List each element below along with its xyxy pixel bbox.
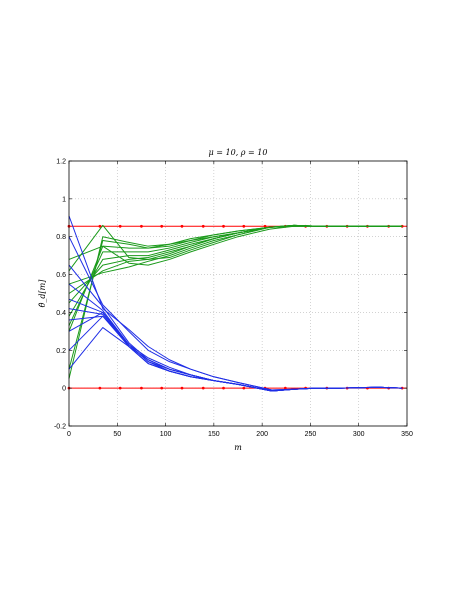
reference-point-0-4 [160,224,164,228]
y-tick-label-4: 0.6 [56,272,66,279]
y-tick-label-6: 1 [62,196,66,203]
x-tick-label-3: 150 [208,431,220,438]
reference-point-1-7 [222,386,225,390]
x-axis-label: m [234,443,242,452]
y-tick-label-2: 0.2 [56,348,66,355]
upper-series-line-9 [68,225,403,266]
x-tick-label-7: 350 [401,431,413,438]
reference-point-0-16 [400,224,404,228]
reference-point-1-4 [160,386,164,390]
lower-series-line-9 [68,327,403,392]
lower-series-group [68,215,403,392]
reference-point-1-10 [283,386,287,390]
x-tick-label-1: 50 [113,431,121,438]
reference-point-0-9 [263,224,267,228]
x-tick-label-2: 100 [160,431,172,438]
plot-frame [68,160,408,427]
reference-point-1-6 [201,386,205,390]
reference-point-0-5 [180,224,184,228]
reference-point-1-16 [400,386,404,390]
reference-point-0-7 [222,224,225,228]
axis-ticks: 0 50 100 150 200 250 300 350-0.200.20.40.60.811… [54,159,413,439]
upper-series-group [68,224,403,379]
reference-point-1-1 [98,386,102,390]
reference-point-0-3 [140,224,143,228]
x-tick-label-0: 0 [67,431,71,438]
y-tick-label-7: 1.2 [56,159,66,166]
x-tick-label-4: 200 [256,431,268,438]
reference-point-1-3 [140,386,143,390]
reference-point-0-8 [242,224,246,228]
y-axis-label: θ̂_d[m] [38,279,47,308]
reference-point-1-8 [242,386,246,390]
reference-point-0-1 [98,224,102,228]
reference-point-1-5 [180,386,184,390]
y-tick-label-5: 0.8 [56,234,66,241]
chart-title: μ = 10, ρ = 10 [209,148,268,157]
y-tick-label-3: 0.4 [56,310,66,317]
y-tick-label-1: 0 [62,386,66,393]
reference-point-0-6 [201,224,205,228]
reference-point-1-2 [118,386,122,390]
reference-point-0-2 [118,224,122,228]
x-tick-label-5: 250 [305,431,317,438]
x-tick-label-6: 300 [353,431,365,438]
y-tick-label-0: -0.2 [54,424,66,431]
